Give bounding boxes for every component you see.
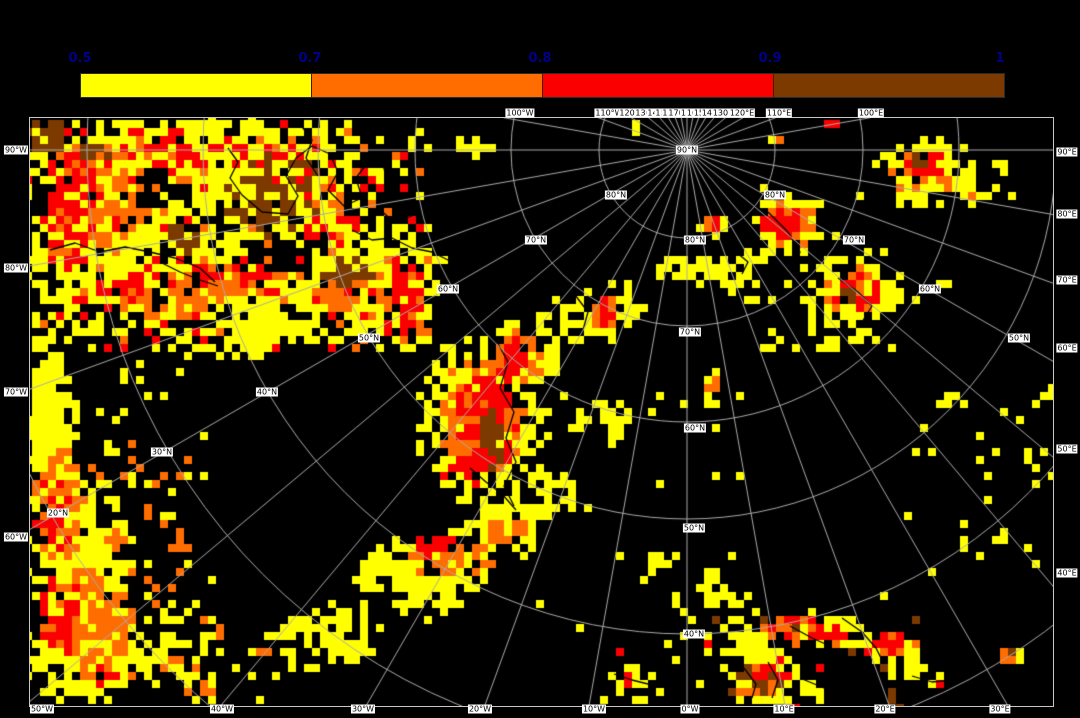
graticule-edge-label: 120°W: [618, 108, 648, 118]
graticule-inner-label: 90°N: [675, 145, 699, 155]
colorbar-tick: 1: [995, 51, 1005, 66]
colorbar-segment: [312, 74, 543, 97]
graticule-edge-label: 70°W: [3, 387, 29, 397]
graticule-inner-label: 60°N: [436, 284, 460, 294]
graticule-inner-label: 60°N: [918, 284, 942, 294]
graticule-inner-label: 40°N: [682, 629, 706, 639]
map-canvas: [30, 118, 1053, 706]
graticule-edge-label: 0°W: [680, 704, 700, 714]
graticule-edge-label: 70°E: [1056, 275, 1078, 285]
graticule-edge-label: 20°W: [467, 704, 493, 714]
graticule-edge-label: 90°E: [1056, 147, 1078, 157]
graticule-inner-label: 50°N: [682, 523, 706, 533]
graticule-edge-label: 10°E: [773, 704, 795, 714]
colorbar-tick: 0.8: [528, 51, 552, 66]
graticule-inner-label: 50°N: [357, 333, 381, 343]
graticule-edge-label: 40°E: [1056, 568, 1078, 578]
graticule-edge-label: 10°W: [581, 704, 607, 714]
graticule-edge-label: 110°W: [594, 108, 624, 118]
colorbar-tick: 0.9: [758, 51, 782, 66]
colorbar-bar: [80, 73, 1005, 98]
graticule-edge-label: 120°E: [728, 108, 756, 118]
graticule-edge-label: 80°W: [3, 263, 29, 273]
graticule-inner-label: 80°N: [604, 190, 628, 200]
graticule-edge-label: 40°W: [209, 704, 235, 714]
graticule-edge-label: 60°E: [1056, 343, 1078, 353]
graticule-inner-label: 80°N: [763, 190, 787, 200]
graticule-inner-label: 80°N: [683, 235, 707, 245]
graticule-edge-label: 100°W: [505, 108, 535, 118]
graticule-inner-label: 70°N: [842, 235, 866, 245]
graticule-inner-label: 30°N: [150, 447, 174, 457]
colorbar-tick: 0.5: [68, 51, 92, 66]
graticule-edge-label: 110°E: [765, 108, 793, 118]
graticule-edge-label: 80°E: [1056, 209, 1078, 219]
graticule-edge-label: 50°W: [29, 704, 55, 714]
map-frame: [29, 117, 1054, 707]
graticule-edge-label: 50°E: [1056, 444, 1078, 454]
graticule-inner-label: 20°N: [46, 508, 70, 518]
graticule-edge-label: 30°W: [350, 704, 376, 714]
graticule-edge-label: 20°E: [874, 704, 896, 714]
colorbar-segment: [81, 74, 312, 97]
graticule-edge-label: 30°E: [989, 704, 1011, 714]
colorbar-tick: 0.7: [298, 51, 322, 66]
graticule-edge-label: 130°E: [711, 108, 739, 118]
graticule-inner-label: 70°N: [678, 327, 702, 337]
graticule-inner-label: 70°N: [524, 235, 548, 245]
graticule-inner-label: 50°N: [1007, 333, 1031, 343]
graticule-inner-label: 60°N: [683, 423, 707, 433]
colorbar-segment: [543, 74, 774, 97]
graticule-edge-label: 100°E: [857, 108, 885, 118]
graticule-edge-label: 90°W: [3, 145, 29, 155]
graticule-inner-label: 40°N: [255, 387, 279, 397]
graticule-edge-label: 60°W: [3, 532, 29, 542]
colorbar-segment: [774, 74, 1004, 97]
